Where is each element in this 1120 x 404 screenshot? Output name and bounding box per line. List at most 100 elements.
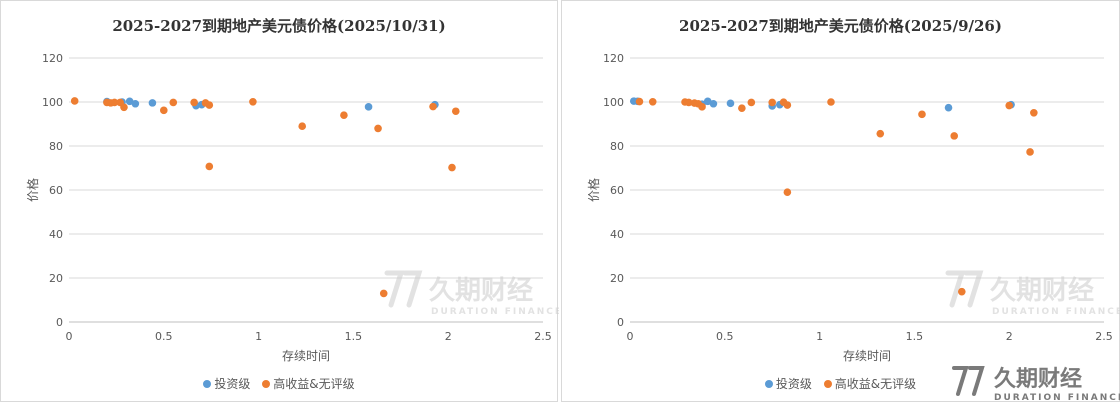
duration-finance-logo: 久期财经 DURATION FINANCE	[952, 366, 1120, 403]
y-tick-label: 100	[42, 96, 63, 109]
data-point-high-yield	[205, 162, 214, 171]
y-tick-label: 0	[617, 316, 624, 329]
chart-panel-left: 2025-2027到期地产美元债价格(2025/10/31) 0 20 40 60 80…	[0, 0, 559, 402]
x-tick-label: 0.5	[716, 330, 734, 343]
y-tick-label: 20	[49, 272, 63, 285]
data-point-investment-grade	[125, 97, 134, 106]
x-tick-label: 2.5	[534, 330, 552, 343]
legend-item-high-yield: 高收益&无评级	[823, 375, 917, 392]
y-tick-label: 80	[610, 140, 624, 153]
data-point-investment-grade	[944, 103, 953, 112]
data-point-high-yield	[160, 106, 168, 115]
watermark-text-en: DURATION FINANCE	[992, 307, 1120, 317]
data-point-high-yield	[340, 111, 348, 119]
data-point-high-yield	[783, 101, 792, 109]
y-tick-label: 40	[49, 228, 63, 241]
legend-marker-high-yield	[823, 379, 832, 388]
y-tick-label: 40	[610, 228, 624, 241]
x-tick-label: 2	[1006, 330, 1013, 343]
data-point-high-yield	[379, 289, 388, 298]
data-point-high-yield	[684, 98, 693, 107]
legend-label: 高收益&无评级	[834, 377, 917, 391]
y-axis-label: 价格	[25, 178, 40, 202]
legend-marker-high-yield	[262, 379, 271, 388]
watermark-text-en: DURATION FINANCE	[431, 307, 559, 317]
data-point-high-yield	[918, 110, 926, 119]
x-tick-label: 0.5	[155, 330, 173, 343]
legend-label: 投资级	[214, 377, 251, 391]
data-point-high-yield	[738, 104, 746, 112]
chart-title: 2025-2027到期地产美元债价格(2025/10/31)	[112, 17, 446, 35]
x-tick-label: 1	[816, 330, 823, 343]
data-point-high-yield	[169, 98, 178, 107]
y-tick-label: 120	[603, 52, 624, 65]
x-axis-label: 存续时间	[282, 349, 330, 363]
data-point-high-yield	[768, 98, 776, 107]
legend-item-high-yield: 高收益&无评级	[262, 375, 355, 392]
logo-text-cn: 久期财经	[994, 366, 1082, 392]
data-point-high-yield	[783, 188, 792, 196]
x-tick-label: 1.5	[345, 330, 363, 343]
data-point-high-yield	[429, 102, 437, 111]
y-tick-label: 120	[42, 52, 63, 65]
scatter-plot: 0 20 40 60 80 100 120 0 0.5 1 1.5 2 2.5 存续时间 价格久期财经DUR…	[25, 52, 559, 363]
data-point-high-yield	[448, 163, 456, 172]
x-tick-label: 1	[255, 330, 262, 343]
legend-item-investment-grade: 投资级	[764, 375, 812, 392]
data-point-high-yield	[698, 103, 706, 111]
legend-marker-investment-grade	[203, 379, 212, 388]
data-point-high-yield	[1005, 101, 1013, 110]
y-tick-label: 60	[49, 184, 63, 197]
data-point-high-yield	[451, 107, 460, 116]
watermark-logo-mark	[945, 270, 984, 308]
data-point-investment-grade	[131, 99, 140, 108]
legend-marker-investment-grade	[764, 379, 773, 388]
data-point-high-yield	[70, 97, 79, 105]
y-tick-label: 0	[56, 316, 63, 329]
scatter-plot: 0 20 40 60 80 100 120 0 0.5 1 1.5 2 2.5 存续时间 价格久期财经DUR…	[586, 52, 1120, 363]
y-tick-label: 100	[603, 96, 624, 109]
data-point-investment-grade	[148, 99, 157, 107]
y-tick-label: 20	[610, 272, 624, 285]
data-point-high-yield	[1030, 108, 1038, 117]
x-axis-label: 存续时间	[843, 349, 891, 363]
data-point-high-yield	[374, 124, 382, 133]
data-point-high-yield	[249, 97, 257, 106]
legend-label: 投资级	[775, 377, 812, 391]
watermark-logo-mark	[384, 270, 423, 308]
watermark-text-cn: 久期财经	[429, 275, 533, 306]
x-tick-label: 2.5	[1095, 330, 1113, 343]
chart-title: 2025-2027到期地产美元债价格(2025/9/26)	[679, 17, 1002, 35]
data-point-high-yield	[1026, 148, 1034, 156]
data-point-high-yield	[205, 101, 214, 109]
data-point-investment-grade	[726, 99, 735, 108]
legend: 投资级 高收益&无评级	[1, 375, 557, 392]
y-tick-label: 60	[610, 184, 624, 197]
data-point-high-yield	[110, 98, 119, 107]
data-point-high-yield	[958, 287, 966, 296]
x-tick-label: 1.5	[906, 330, 924, 343]
data-point-high-yield	[648, 97, 657, 106]
data-point-high-yield	[298, 122, 307, 130]
legend: 投资级 高收益&无评级	[562, 375, 1119, 392]
watermark-text-cn: 久期财经	[990, 275, 1094, 306]
data-point-high-yield	[827, 98, 835, 106]
logo-text-en: DURATION FINANCE	[994, 393, 1120, 403]
data-point-high-yield	[747, 98, 756, 107]
data-point-high-yield	[950, 132, 959, 140]
data-point-high-yield	[190, 98, 198, 107]
data-point-investment-grade	[703, 97, 712, 106]
x-tick-label: 0	[627, 330, 634, 343]
x-tick-label: 2	[445, 330, 452, 343]
y-axis-label: 价格	[586, 178, 601, 202]
x-tick-label: 0	[66, 330, 73, 343]
data-point-high-yield	[635, 97, 644, 106]
chart-panel-right: 2025-2027到期地产美元债价格(2025/9/26) 0 20 40 60 80 1…	[561, 0, 1120, 402]
y-tick-label: 80	[49, 140, 63, 153]
data-point-high-yield	[120, 103, 128, 112]
data-point-investment-grade	[709, 99, 718, 108]
legend-label: 高收益&无评级	[273, 377, 355, 391]
data-point-investment-grade	[364, 103, 373, 111]
